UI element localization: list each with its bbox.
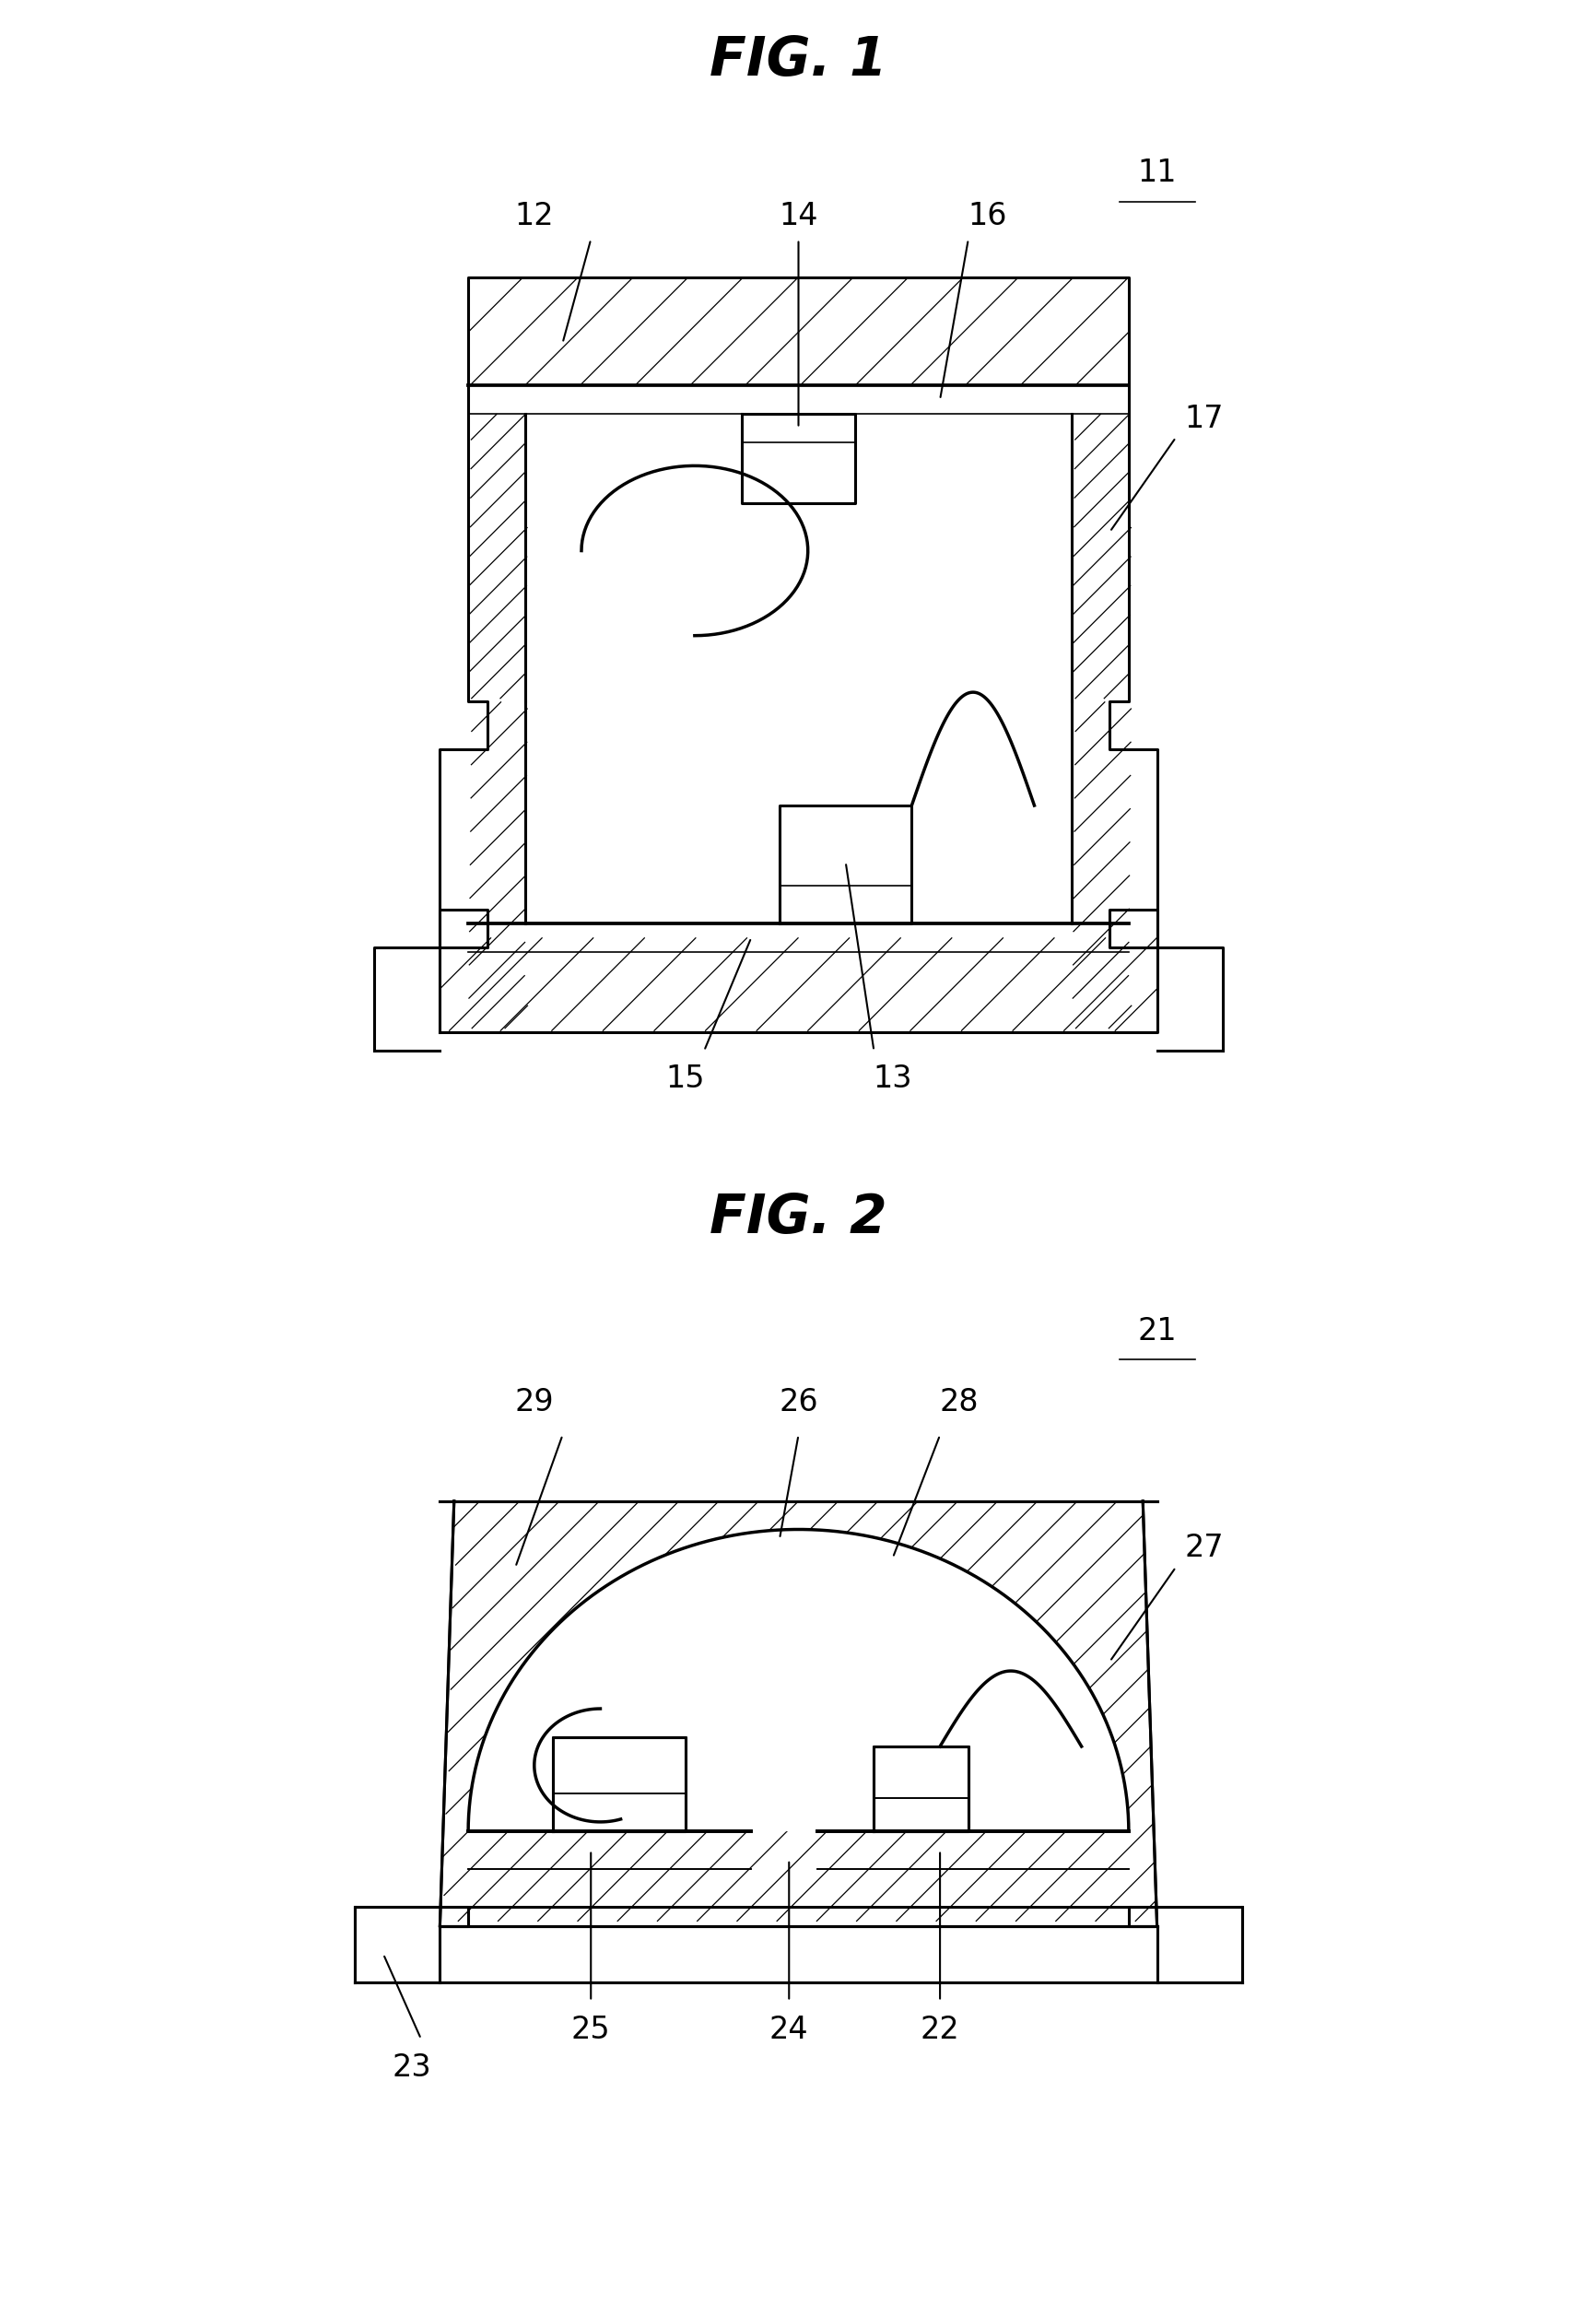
Text: 16: 16 (967, 201, 1005, 232)
Text: 22: 22 (919, 2015, 959, 2045)
Text: 21: 21 (1136, 1315, 1176, 1346)
Text: FIG. 2: FIG. 2 (709, 1193, 887, 1244)
Text: 24: 24 (769, 2015, 808, 2045)
Text: 25: 25 (571, 2015, 610, 2045)
Text: 23: 23 (391, 2052, 431, 2082)
Text: 17: 17 (1184, 403, 1223, 433)
Text: 12: 12 (514, 201, 554, 232)
Text: 29: 29 (514, 1387, 554, 1417)
Text: 28: 28 (938, 1387, 978, 1417)
Text: FIG. 1: FIG. 1 (709, 35, 887, 86)
Text: 11: 11 (1136, 157, 1176, 188)
Polygon shape (468, 1529, 1128, 1832)
Text: 27: 27 (1184, 1533, 1223, 1563)
Text: 26: 26 (779, 1387, 817, 1417)
Text: 13: 13 (873, 1063, 911, 1095)
Text: 15: 15 (666, 1063, 704, 1095)
Text: 14: 14 (779, 201, 817, 232)
